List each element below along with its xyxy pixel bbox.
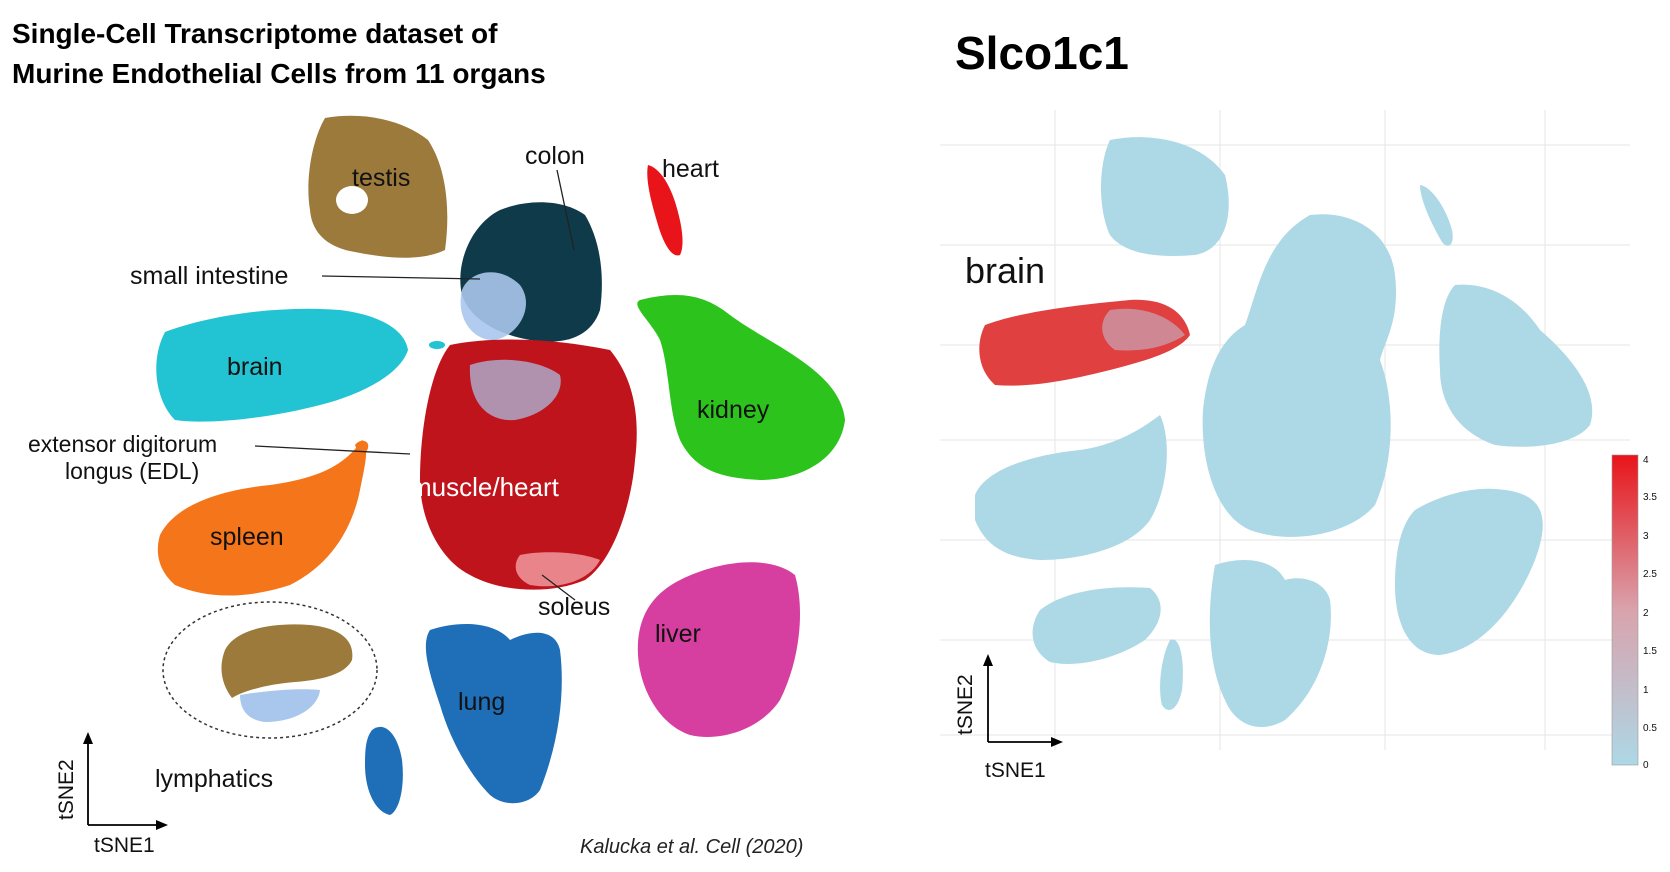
label-brain: brain (227, 353, 283, 381)
citation: Kalucka et al. Cell (2020) (580, 836, 804, 858)
rp-cluster-brain-low (1102, 308, 1185, 351)
left-axis-y-label: tSNE2 (55, 759, 78, 820)
edl-connector (254, 445, 411, 455)
cluster-testis (308, 115, 448, 258)
rp-cluster-lung-satellite (1160, 639, 1183, 710)
cluster-small-intestine (460, 272, 526, 341)
cluster-lung (425, 624, 562, 804)
cluster-lung-satellite (365, 726, 403, 815)
label-soleus: soleus (538, 593, 610, 621)
colorbar-tick-1-5: 1.5 (1643, 646, 1657, 657)
label-edl-line2: longus (EDL) (65, 458, 199, 484)
colorbar-tick-0-5: 0.5 (1643, 723, 1657, 734)
cluster-brain (156, 308, 408, 422)
lymphatics-boundary (162, 601, 378, 739)
cluster-kidney (637, 295, 845, 480)
label-heart: heart (662, 155, 719, 183)
colorbar-tick-0: 0 (1643, 760, 1649, 771)
label-small-intestine: small intestine (130, 262, 288, 290)
colorbar-tick-2-5: 2.5 (1643, 569, 1657, 580)
colon-connector (556, 169, 575, 251)
cluster-lymphatics (221, 624, 353, 698)
cluster-lymphatics-light (240, 689, 320, 722)
small-intestine-connector (321, 275, 481, 280)
cluster-testis-hole (336, 186, 368, 214)
rp-cluster-heart (1420, 185, 1453, 246)
left-panel-title: Single-Cell Transcriptome dataset of Mur… (12, 14, 546, 94)
cluster-spleen-tail (355, 440, 369, 454)
cluster-muscle-light-patch (469, 359, 561, 421)
label-muscle-heart: muscle/heart (410, 472, 560, 502)
rp-cluster-muscle-heart (1202, 214, 1397, 537)
label-liver: liver (655, 620, 701, 648)
rp-cluster-lymphatics (1032, 587, 1161, 664)
rp-cluster-testis (1101, 137, 1229, 256)
cluster-muscle-heart (420, 339, 637, 590)
colorbar-tick-3: 3 (1643, 531, 1649, 542)
right-axis-x-label: tSNE1 (985, 759, 1046, 782)
cluster-soleus (515, 552, 600, 587)
left-axis-x-label: tSNE1 (94, 834, 155, 857)
rp-cluster-kidney (1439, 284, 1593, 447)
right-tsne-plot: brain 4 3.5 3 2.5 2 1.5 1 0.5 0 tSNE1 tS… (940, 110, 1657, 782)
left-axis-x-arrowhead (156, 820, 168, 830)
brain-highlight-label: brain (965, 250, 1045, 291)
label-lymphatics: lymphatics (155, 765, 273, 793)
label-spleen: spleen (210, 523, 284, 551)
cluster-spleen (157, 440, 367, 596)
label-lung: lung (458, 688, 505, 716)
colorbar-tick-3-5: 3.5 (1643, 492, 1657, 503)
title-line-1: Single-Cell Transcriptome dataset of (12, 18, 498, 49)
label-testis: testis (352, 164, 410, 192)
expression-clusters (975, 137, 1593, 728)
label-colon: colon (525, 142, 585, 170)
right-axis-y-arrowhead (983, 654, 993, 666)
cluster-brain-satellite (429, 341, 445, 349)
colorbar-tick-2: 2 (1643, 608, 1649, 619)
cluster-heart (647, 165, 683, 256)
soleus-connector (541, 574, 576, 601)
rp-cluster-spleen (975, 415, 1167, 560)
gene-title: Slco1c1 (955, 27, 1129, 79)
right-axis-y-label: tSNE2 (954, 674, 977, 735)
label-edl-line1: extensor digitorum (28, 431, 217, 457)
colorbar (1611, 454, 1639, 766)
right-axis-x-arrowhead (1051, 737, 1063, 747)
colorbar-ticks: 4 3.5 3 2.5 2 1.5 1 0.5 0 (1643, 455, 1657, 771)
rp-cluster-liver (1395, 488, 1543, 655)
cluster-liver (637, 562, 800, 737)
label-kidney: kidney (697, 396, 770, 424)
title-line-2: Murine Endothelial Cells from 11 organs (12, 58, 546, 89)
left-tsne-plot: testis colon heart small intestine brain… (28, 115, 845, 857)
colorbar-tick-4: 4 (1643, 455, 1649, 466)
rp-cluster-lung (1209, 560, 1331, 728)
colorbar-tick-1: 1 (1643, 685, 1649, 696)
left-axis-y-arrowhead (83, 732, 93, 744)
